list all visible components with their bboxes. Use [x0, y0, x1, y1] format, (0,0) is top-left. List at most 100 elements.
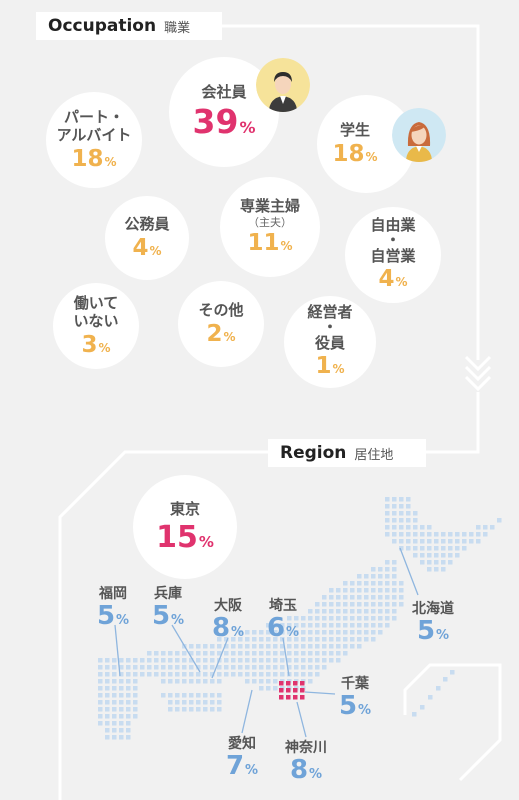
map-dot-honshu [259, 637, 264, 642]
map-dot-honshu [259, 672, 264, 677]
map-dot-honshu [203, 665, 208, 670]
map-dot-hokkaido [434, 539, 439, 544]
map-dot-honshu [385, 616, 390, 621]
map-dot-honshu [378, 581, 383, 586]
map-dot-honshu [147, 651, 152, 656]
map-dot-kyushu [98, 686, 103, 691]
map-dot-hokkaido [427, 546, 432, 551]
map-dot-honshu [266, 658, 271, 663]
map-dot-honshu [147, 665, 152, 670]
map-dot-hokkaido [413, 525, 418, 530]
map-dot-hokkaido [441, 560, 446, 565]
map-dot-hokkaido [434, 546, 439, 551]
map-dot-honshu [357, 637, 362, 642]
map-dot-honshu [238, 658, 243, 663]
map-dot-honshu [308, 616, 313, 621]
map-dot-honshu [343, 616, 348, 621]
region-value: 5% [416, 616, 450, 646]
map-dot-honshu [245, 644, 250, 649]
map-dot-honshu [392, 588, 397, 593]
map-dot-honshu [154, 651, 159, 656]
map-dot-honshu [273, 623, 278, 628]
map-dot-honshu [182, 679, 187, 684]
map-dot-honshu [322, 630, 327, 635]
map-dot-honshu [301, 672, 306, 677]
map-dot-honshu [287, 630, 292, 635]
map-dot-hokkaido [434, 567, 439, 572]
region-label: 千葉 [341, 676, 369, 692]
map-dot-kyushu [126, 735, 131, 740]
map-dot-shikoku [175, 700, 180, 705]
map-dot-tokyo [286, 695, 291, 700]
map-dot-shikoku [175, 693, 180, 698]
map-dot-honshu [364, 609, 369, 614]
map-dot-kyushu [133, 707, 138, 712]
map-dot-kyushu [112, 665, 117, 670]
map-dot-hokkaido [448, 532, 453, 537]
map-dot-hokkaido [406, 532, 411, 537]
map-dot-honshu [224, 644, 229, 649]
region-kanagawa: 神奈川 8% [274, 737, 338, 784]
map-dot-honshu [245, 658, 250, 663]
map-dot-honshu [252, 630, 257, 635]
map-dot-honshu [280, 623, 285, 628]
map-dot-honshu [273, 679, 278, 684]
map-dot-honshu [322, 623, 327, 628]
map-dot-kyushu [112, 693, 117, 698]
map-dot-shikoku [182, 700, 187, 705]
map-dot-hokkaido [441, 546, 446, 551]
map-dot-hokkaido [420, 525, 425, 530]
bubble-value: 39% [192, 102, 256, 142]
map-dot-honshu [175, 679, 180, 684]
map-dot-hokkaido [455, 546, 460, 551]
leader-line-aichi [241, 689, 253, 734]
region-hokkaido: 北海道 5% [404, 598, 462, 645]
map-dot-honshu [315, 637, 320, 642]
map-dot-honshu [371, 609, 376, 614]
map-dot-hokkaido [420, 553, 425, 558]
map-dot-hokkaido [399, 518, 404, 523]
map-dot-honshu [273, 630, 278, 635]
map-dot-honshu [357, 595, 362, 600]
map-dot-honshu [343, 630, 348, 635]
map-dot-honshu [322, 644, 327, 649]
map-dot-honshu [266, 686, 271, 691]
map-dot-honshu [308, 637, 313, 642]
leader-line-hyogo [171, 624, 201, 673]
bubble-other: その他 2% [178, 281, 264, 367]
map-dot-honshu [238, 644, 243, 649]
map-dot-honshu [392, 616, 397, 621]
map-dot-honshu [357, 623, 362, 628]
map-dot-honshu [252, 651, 257, 656]
map-dot-honshu [357, 644, 362, 649]
map-dot-honshu [210, 665, 215, 670]
map-dot-shikoku [203, 700, 208, 705]
map-dot-honshu [224, 658, 229, 663]
map-dot-hokkaido [406, 539, 411, 544]
map-dot-kyushu [105, 658, 110, 663]
map-dot-honshu [189, 651, 194, 656]
map-dot-honshu [378, 588, 383, 593]
map-dot-honshu [343, 609, 348, 614]
map-dot-kyushu [126, 665, 131, 670]
map-dot-shikoku [210, 707, 215, 712]
male-office-worker-icon [256, 58, 310, 112]
map-dot-hokkaido [399, 539, 404, 544]
map-dot-honshu [273, 672, 278, 677]
map-dot-honshu [350, 623, 355, 628]
map-dot-honshu [315, 630, 320, 635]
map-dot-honshu [350, 602, 355, 607]
map-dot-honshu [329, 588, 334, 593]
map-dot-honshu [217, 672, 222, 677]
map-dot-honshu [189, 672, 194, 677]
map-dot-shikoku [175, 707, 180, 712]
map-dot-honshu [231, 651, 236, 656]
map-dot-okinawa [420, 705, 425, 710]
map-dot-honshu [385, 602, 390, 607]
map-dot-honshu [294, 637, 299, 642]
map-dot-shikoku [196, 707, 201, 712]
map-dot-kyushu [105, 735, 110, 740]
region-label: 愛知 [228, 736, 256, 752]
map-dot-kyushu [98, 658, 103, 663]
chevron-down-icon [464, 355, 492, 392]
